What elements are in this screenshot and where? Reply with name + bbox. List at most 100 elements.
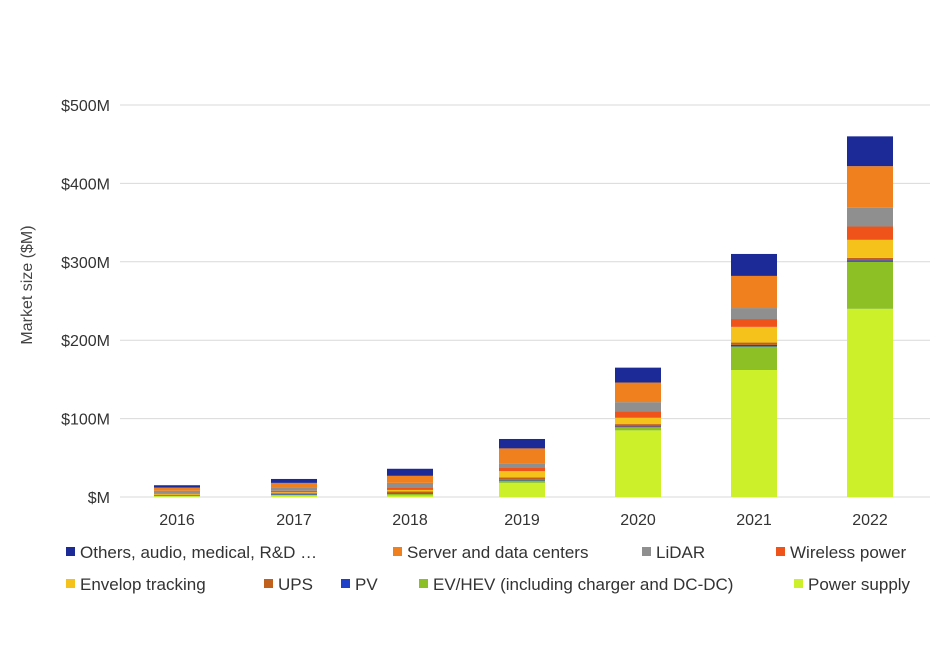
x-tick-label: 2016 — [159, 512, 195, 529]
bar-segment-server-and-data-centers — [847, 166, 893, 208]
legend-swatch-lidar — [642, 547, 651, 556]
y-tick-label: $300M — [61, 255, 110, 272]
bar-segment-server-and-data-centers — [387, 475, 433, 483]
bar-segment-ups — [271, 493, 317, 494]
bar-segment-lidar — [271, 487, 317, 491]
legend-label-ups: UPS — [278, 575, 313, 594]
grid-layer — [120, 104, 930, 498]
legend-swatch-ups — [264, 579, 273, 588]
bar-segment-power-supply — [387, 495, 433, 497]
legend-label-pv: PV — [355, 575, 378, 594]
bar-segment-ev-hev-including-charger-and-dc-dc — [731, 346, 777, 370]
legend-label-envelop-tracking: Envelop tracking — [80, 575, 206, 594]
y-tick-label: $400M — [61, 176, 110, 193]
y-axis-title: Market size ($M) — [19, 225, 36, 344]
bar-segment-pv — [847, 260, 893, 262]
y-axis: $M $100M $200M $300M $400M $500M — [61, 98, 110, 507]
x-tick-label: 2021 — [736, 512, 772, 529]
x-tick-label: 2020 — [620, 512, 656, 529]
bar-segment-pv — [615, 426, 661, 428]
bar-segment-others-audio-medical-r-d — [499, 438, 545, 449]
bar-segment-wireless-power — [499, 467, 545, 472]
bar-segment-pv — [387, 493, 433, 494]
bar-segment-envelop-tracking — [499, 471, 545, 478]
bar-segment-ev-hev-including-charger-and-dc-dc — [847, 261, 893, 309]
bar-segment-power-supply — [731, 369, 777, 497]
bar-segment-wireless-power — [154, 493, 200, 494]
x-tick-label: 2018 — [392, 512, 428, 529]
x-tick-label: 2022 — [852, 512, 888, 529]
legend-swatch-power-supply — [794, 579, 803, 588]
bar-segment-wireless-power — [847, 226, 893, 240]
bar-segment-power-supply — [499, 482, 545, 497]
bar-segment-lidar — [731, 308, 777, 320]
bar-segment-envelop-tracking — [615, 417, 661, 425]
bar-segment-lidar — [499, 463, 545, 468]
bar-segment-wireless-power — [271, 490, 317, 493]
legend-label-server-and-data-centers: Server and data centers — [407, 543, 588, 562]
bar-segment-wireless-power — [615, 411, 661, 418]
bar-segment-ups — [387, 491, 433, 494]
bar-segment-lidar — [387, 482, 433, 488]
bar-segment-others-audio-medical-r-d — [731, 253, 777, 276]
bar-segment-server-and-data-centers — [154, 487, 200, 491]
bar-segment-ups — [615, 424, 661, 427]
bar-segment-ev-hev-including-charger-and-dc-dc — [271, 494, 317, 496]
bar-segment-envelop-tracking — [731, 326, 777, 343]
y-tick-label: $100M — [61, 412, 110, 429]
legend-label-wireless-power: Wireless power — [790, 543, 907, 562]
bar-segment-envelop-tracking — [154, 493, 200, 495]
bars-layer — [154, 136, 893, 497]
bar-segment-server-and-data-centers — [499, 448, 545, 464]
bar-segment-ev-hev-including-charger-and-dc-dc — [499, 480, 545, 483]
bar-segment-others-audio-medical-r-d — [387, 468, 433, 476]
x-tick-label: 2019 — [504, 512, 540, 529]
y-tick-label: $200M — [61, 333, 110, 350]
bar-segment-lidar — [615, 402, 661, 412]
bar-segment-envelop-tracking — [847, 239, 893, 258]
x-tick-label: 2017 — [276, 512, 312, 529]
legend-swatch-envelop-tracking — [66, 579, 75, 588]
legend-label-others-audio-medical-r-d: Others, audio, medical, R&D … — [80, 543, 317, 562]
bar-segment-wireless-power — [731, 319, 777, 327]
bar-segment-ups — [731, 342, 777, 345]
bar-segment-power-supply — [847, 308, 893, 497]
bar-segment-lidar — [154, 490, 200, 494]
bar-segment-others-audio-medical-r-d — [154, 485, 200, 488]
bar-segment-pv — [499, 479, 545, 481]
bar-segment-pv — [731, 344, 777, 347]
legend: Others, audio, medical, R&D … Server and … — [66, 543, 911, 594]
bar-segment-server-and-data-centers — [731, 275, 777, 309]
legend-label-lidar: LiDAR — [656, 543, 705, 562]
bar-segment-ev-hev-including-charger-and-dc-dc — [387, 493, 433, 496]
legend-swatch-ev-hev-including-charger-and-dc-dc — [419, 579, 428, 588]
x-axis: 2016 2017 2018 2019 2020 2021 2022 — [159, 512, 888, 529]
bar-segment-others-audio-medical-r-d — [615, 367, 661, 383]
legend-swatch-server-and-data-centers — [393, 547, 402, 556]
bar-segment-ups — [847, 257, 893, 261]
legend-label-ev-hev-including-charger-and-dc-dc: EV/HEV (including charger and DC-DC) — [433, 575, 733, 594]
legend-swatch-wireless-power — [776, 547, 785, 556]
bar-segment-wireless-power — [387, 487, 433, 490]
legend-label-power-supply: Power supply — [808, 575, 911, 594]
bar-segment-power-supply — [154, 496, 200, 497]
bar-segment-others-audio-medical-r-d — [271, 478, 317, 483]
bar-segment-ev-hev-including-charger-and-dc-dc — [615, 427, 661, 431]
bar-segment-ups — [499, 477, 545, 480]
bar-segment-others-audio-medical-r-d — [847, 136, 893, 167]
bar-segment-server-and-data-centers — [615, 382, 661, 403]
bar-segment-server-and-data-centers — [271, 482, 317, 488]
bar-segment-envelop-tracking — [271, 492, 317, 494]
bar-segment-pv — [271, 493, 317, 495]
y-tick-label: $M — [88, 490, 110, 507]
legend-swatch-pv — [341, 579, 350, 588]
y-tick-label: $500M — [61, 98, 110, 115]
bar-segment-power-supply — [615, 430, 661, 497]
bar-segment-ev-hev-including-charger-and-dc-dc — [154, 495, 200, 497]
bar-segment-power-supply — [271, 495, 317, 497]
bar-segment-envelop-tracking — [387, 489, 433, 492]
legend-swatch-others-audio-medical-r-d — [66, 547, 75, 556]
bar-segment-lidar — [847, 207, 893, 227]
